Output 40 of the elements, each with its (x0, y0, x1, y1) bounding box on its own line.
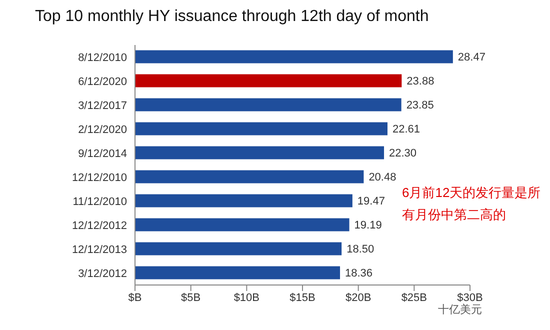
data-label: 23.85 (406, 100, 434, 112)
y-tick-label: 11/12/2010 (72, 196, 127, 208)
data-label: 22.30 (389, 148, 417, 160)
x-tick-label: $30B (457, 292, 483, 304)
bar (135, 218, 350, 232)
data-label: 18.36 (345, 268, 373, 280)
bar (135, 146, 384, 160)
bar (135, 266, 340, 280)
data-label: 19.47 (357, 196, 385, 208)
data-label: 20.48 (368, 172, 396, 184)
x-tick-label: $10B (234, 292, 260, 304)
bar (135, 98, 402, 112)
chart-title: Top 10 monthly HY issuance through 12th day of month (35, 8, 429, 26)
x-tick-label: $25B (401, 292, 428, 304)
y-tick-label: 3/12/2017 (78, 100, 127, 112)
x-tick-label: $5B (181, 292, 201, 304)
bar (135, 170, 364, 184)
x-tick-label: $15B (290, 292, 316, 304)
data-label: 19.19 (354, 220, 382, 232)
y-tick-label: 12/12/2010 (72, 172, 127, 184)
bar (135, 50, 453, 64)
data-label: 28.47 (458, 52, 486, 64)
bar (135, 74, 402, 88)
y-tick-label: 3/12/2012 (78, 268, 127, 280)
bar (135, 122, 388, 136)
y-tick-label: 12/12/2012 (72, 220, 127, 232)
text: 十亿美元 (438, 302, 482, 317)
data-label: 23.88 (406, 76, 434, 88)
annotation: 6月前12天的发行量是所有月份中第二高的 (402, 184, 542, 224)
y-tick-label: 9/12/2014 (78, 148, 127, 160)
data-label: 22.61 (392, 124, 420, 136)
bar (135, 242, 342, 256)
y-tick-label: 2/12/2020 (78, 124, 127, 136)
x-tick-label: $20B (345, 292, 372, 304)
y-tick-label: 12/12/2013 (72, 244, 127, 256)
y-tick-label: 6/12/2020 (78, 76, 127, 88)
data-label: 18.50 (346, 244, 374, 256)
bar (135, 194, 352, 208)
y-tick-label: 8/12/2010 (78, 52, 127, 64)
x-tick-label: $B (128, 292, 142, 304)
